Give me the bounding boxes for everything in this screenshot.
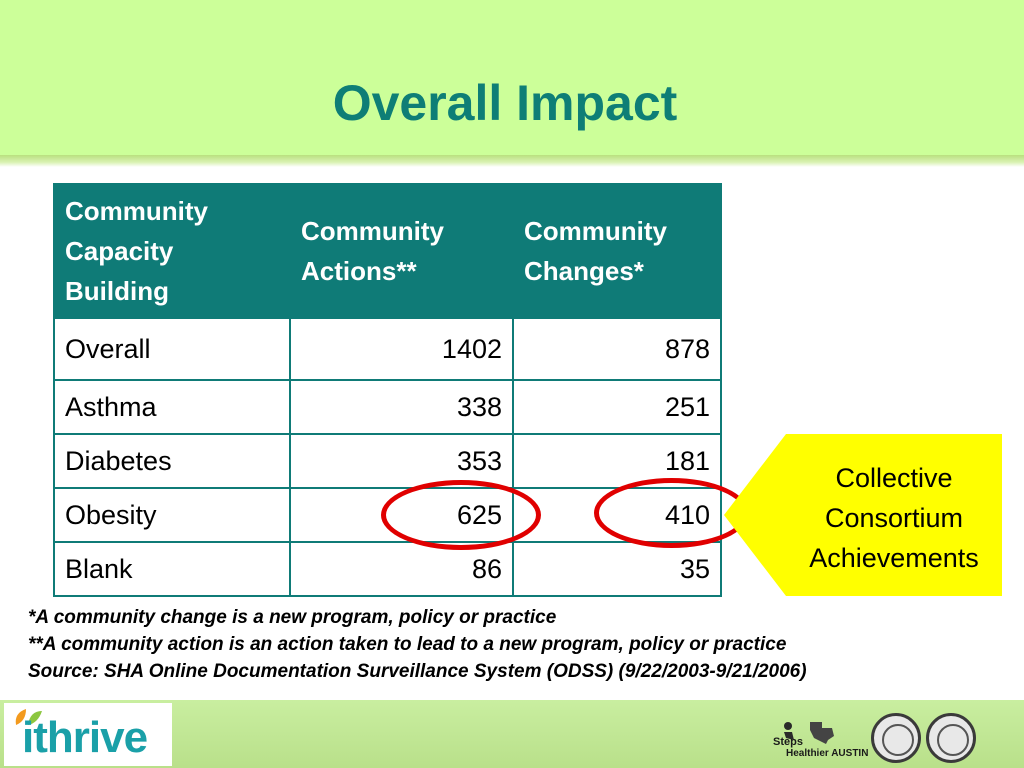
actions-value: 353 xyxy=(289,433,514,489)
table-row: Diabetes 353 181 xyxy=(53,433,722,489)
header-capacity-building: Community Capacity Building xyxy=(53,183,291,319)
header-community-changes: Community Changes* xyxy=(512,183,722,319)
changes-value: 35 xyxy=(512,541,722,597)
logo-wordmark: ithrive xyxy=(22,713,148,762)
leaf-icon xyxy=(15,709,42,725)
table-row: Overall 1402 878 xyxy=(53,317,722,381)
partner-logo-main: Steps xyxy=(773,736,803,748)
actions-value: 338 xyxy=(289,379,514,435)
changes-value: 878 xyxy=(512,317,722,381)
achievements-callout: Collective Consortium Achievements xyxy=(724,434,1002,596)
actions-value: 1402 xyxy=(289,317,514,381)
row-label: Overall xyxy=(53,317,291,381)
callout-arrow-shape xyxy=(724,434,1002,596)
callout-line: Collective xyxy=(835,463,953,493)
footnote-changes: *A community change is a new program, po… xyxy=(28,607,557,628)
footnotes: *A community change is a new program, po… xyxy=(28,604,1018,685)
city-seal-icon xyxy=(871,713,921,763)
table-row: Blank 86 35 xyxy=(53,541,722,597)
highlight-circle-actions xyxy=(381,480,541,550)
slide-title: Overall Impact xyxy=(332,75,678,131)
table-header-row: Community Capacity Building Community Ac… xyxy=(53,183,722,319)
steps-logo-icon xyxy=(784,722,834,744)
partner-logo-sub: Healthier AUSTIN xyxy=(786,748,869,759)
table-row: Asthma 338 251 xyxy=(53,379,722,435)
footnote-source: Source: SHA Online Documentation Surveil… xyxy=(28,661,807,682)
row-label: Obesity xyxy=(53,487,291,543)
county-seal-icon xyxy=(926,713,976,763)
ithrive-logo xyxy=(4,703,172,766)
callout-line: Consortium xyxy=(824,503,964,533)
header-community-actions: Community Actions** xyxy=(289,183,514,319)
actions-value: 86 xyxy=(289,541,514,597)
header-band xyxy=(0,0,1024,160)
changes-value: 251 xyxy=(512,379,722,435)
header-divider xyxy=(0,155,1024,167)
callout-line: Achievements xyxy=(809,543,979,573)
row-label: Diabetes xyxy=(53,433,291,489)
footnote-actions: **A community action is an action taken … xyxy=(28,634,787,655)
row-label: Asthma xyxy=(53,379,291,435)
row-label: Blank xyxy=(53,541,291,597)
